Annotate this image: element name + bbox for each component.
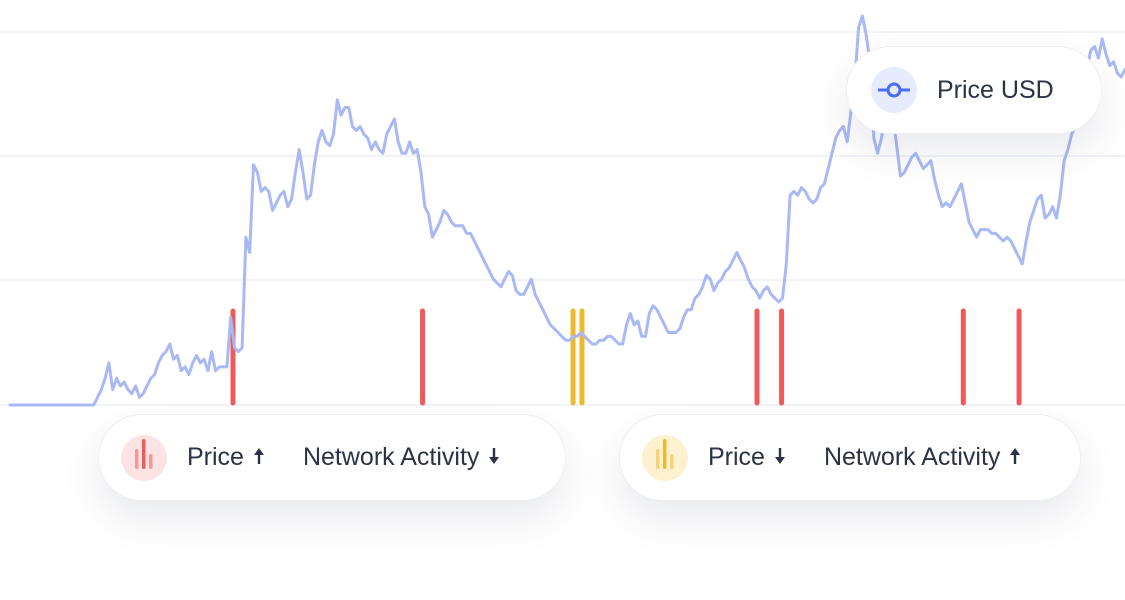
signal-card-price-up: Price Network Activity: [98, 414, 566, 501]
price-label: Price: [708, 443, 786, 472]
bars-icon: [134, 439, 154, 476]
price-line-layer: [8, 14, 1125, 407]
arrow-up-icon: [253, 443, 265, 472]
line-node-icon: [877, 76, 911, 105]
arrow-down-icon: [774, 443, 786, 472]
network-activity-label: Network Activity: [824, 443, 1021, 472]
chart-grid: [0, 31, 1125, 406]
network-activity-label: Network Activity: [303, 443, 500, 472]
price-usd-label: Price USD: [937, 75, 1054, 104]
signal-card-price-down: Price Network Activity: [619, 414, 1081, 501]
arrow-up-icon: [1009, 443, 1021, 472]
price-usd-badge: [871, 67, 917, 113]
signal-badge-red: [121, 434, 167, 481]
price-label: Price: [187, 443, 265, 472]
price-usd-line: [8, 14, 1125, 407]
signal-badge-yellow: [642, 434, 688, 481]
arrow-down-icon: [488, 443, 500, 472]
price-usd-legend: Price USD: [846, 46, 1102, 134]
bars-icon: [655, 439, 675, 476]
